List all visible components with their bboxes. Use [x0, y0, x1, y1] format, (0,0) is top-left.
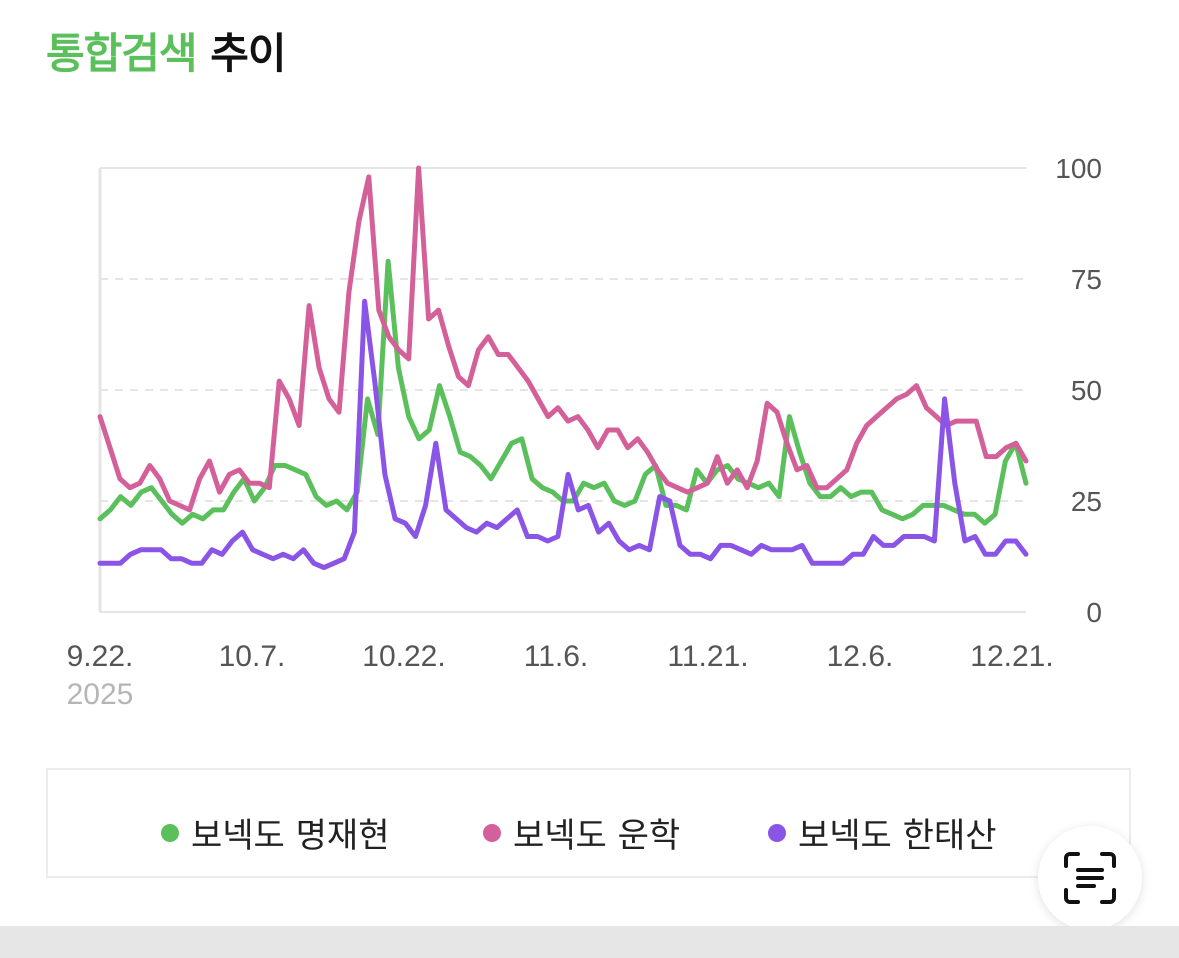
x-tick-label: 11.6. [524, 640, 589, 673]
text-scan-icon [1064, 852, 1116, 904]
x-tick-label: 11.21. [667, 640, 748, 673]
x-tick-label: 10.22. [362, 640, 445, 673]
legend-item-series3[interactable]: 보넥도 한태산 [768, 808, 997, 857]
x-tick-label: 10.7. [219, 640, 286, 673]
page-title: 통합검색 추이 [46, 20, 286, 81]
y-tick-label: 25 [1071, 486, 1102, 517]
title-rest: 추이 [210, 29, 286, 78]
series-line-3 [97, 298, 1029, 571]
legend-dot-purple [768, 823, 786, 842]
bottom-bar [0, 926, 1179, 958]
x-year-label: 2025 [67, 678, 134, 711]
text-scan-button[interactable] [1038, 826, 1142, 930]
x-tick-label: 12.21. [970, 640, 1053, 673]
x-tick-label: 9.22. [67, 640, 134, 673]
y-tick-label: 0 [1086, 597, 1102, 628]
series-line-2 [97, 165, 1029, 513]
series-line-1 [97, 258, 1029, 526]
legend-label: 보넥도 운학 [513, 816, 681, 856]
x-tick-label: 12.6. [827, 640, 894, 673]
legend-item-series2[interactable]: 보넥도 운학 [483, 808, 680, 857]
legend-item-series1[interactable]: 보넥도 명재현 [161, 808, 390, 857]
legend-dot-green [161, 823, 179, 842]
legend-dot-pink [483, 823, 501, 842]
title-highlight: 통합검색 [46, 29, 198, 78]
trend-line-chart: 0 25 50 75 100 9.22. 10.7. 10.22. 11.6. 11.21. 12.… [67, 153, 1102, 711]
y-tick-label: 100 [1055, 153, 1102, 184]
legend-label: 보넥도 한태산 [798, 816, 997, 856]
chart-legend: 보넥도 명재현 보넥도 운학 보넥도 한태산 [46, 768, 1131, 878]
y-tick-label: 75 [1071, 264, 1102, 295]
y-tick-label: 50 [1071, 375, 1102, 406]
legend-label: 보넥도 명재현 [191, 816, 390, 856]
